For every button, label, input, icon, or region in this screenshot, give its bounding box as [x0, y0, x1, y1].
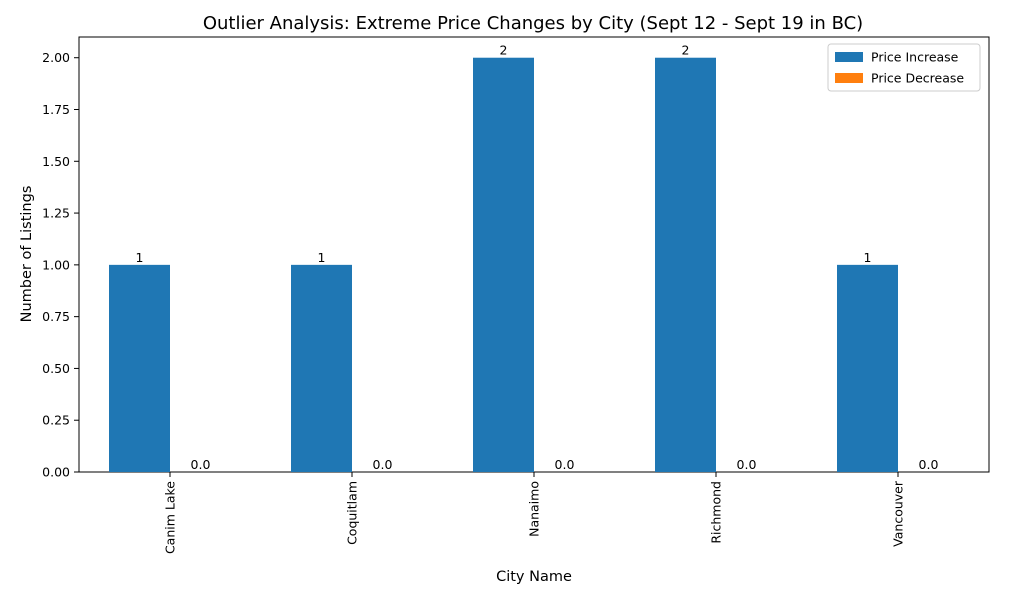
y-tick-label: 0.00: [42, 465, 70, 480]
data-label: 0.0: [555, 457, 575, 472]
x-tick-label: Coquitlam: [345, 481, 360, 545]
data-labels: 1 1 2 2 1 0.0 0.0 0.0 0.0 0.0: [136, 43, 939, 472]
data-label: 1: [318, 250, 326, 265]
axes: 0.00 0.25 0.50 0.75 1.00 1.25 1.50 1.75 2.00 Cani…: [42, 36, 990, 554]
legend: Price Increase Price Decrease: [827, 43, 981, 92]
bar-price-increase-0: [109, 264, 170, 472]
bar-price-increase-3: [655, 57, 716, 472]
x-tick-label: Canim Lake: [163, 481, 178, 554]
y-tick-label: 1.00: [42, 257, 70, 272]
y-tick-label: 0.50: [42, 361, 70, 376]
y-tick-label: 0.75: [42, 309, 70, 324]
data-label: 0.0: [191, 457, 211, 472]
y-tick-label: 0.25: [42, 413, 70, 428]
data-label: 1: [864, 250, 872, 265]
bar-price-increase-1: [291, 264, 352, 472]
x-tick-label: Vancouver: [891, 480, 906, 547]
bar-price-increase-4: [837, 264, 898, 472]
y-tick-label: 2.00: [42, 50, 70, 65]
legend-box: [827, 43, 981, 92]
legend-label: Price Decrease: [871, 71, 964, 86]
y-tick-label: 1.50: [42, 154, 70, 169]
legend-label: Price Increase: [871, 50, 959, 65]
bar-price-increase-2: [473, 57, 534, 472]
data-label: 2: [500, 43, 508, 58]
legend-swatch: [835, 52, 863, 62]
x-axis-label: City Name: [496, 569, 572, 585]
data-label: 0.0: [737, 457, 757, 472]
legend-swatch: [835, 73, 863, 83]
x-tick-label: Nanaimo: [527, 481, 542, 537]
data-label: 0.0: [919, 457, 939, 472]
chart-title: Outlier Analysis: Extreme Price Changes …: [203, 13, 863, 34]
x-tick-label: Richmond: [709, 481, 724, 544]
bars: [109, 57, 898, 472]
y-tick-label: 1.25: [42, 206, 70, 221]
y-tick-label: 1.75: [42, 102, 70, 117]
data-label: 2: [682, 43, 690, 58]
data-label: 0.0: [373, 457, 393, 472]
data-label: 1: [136, 250, 144, 265]
y-axis-label: Number of Listings: [19, 186, 35, 323]
